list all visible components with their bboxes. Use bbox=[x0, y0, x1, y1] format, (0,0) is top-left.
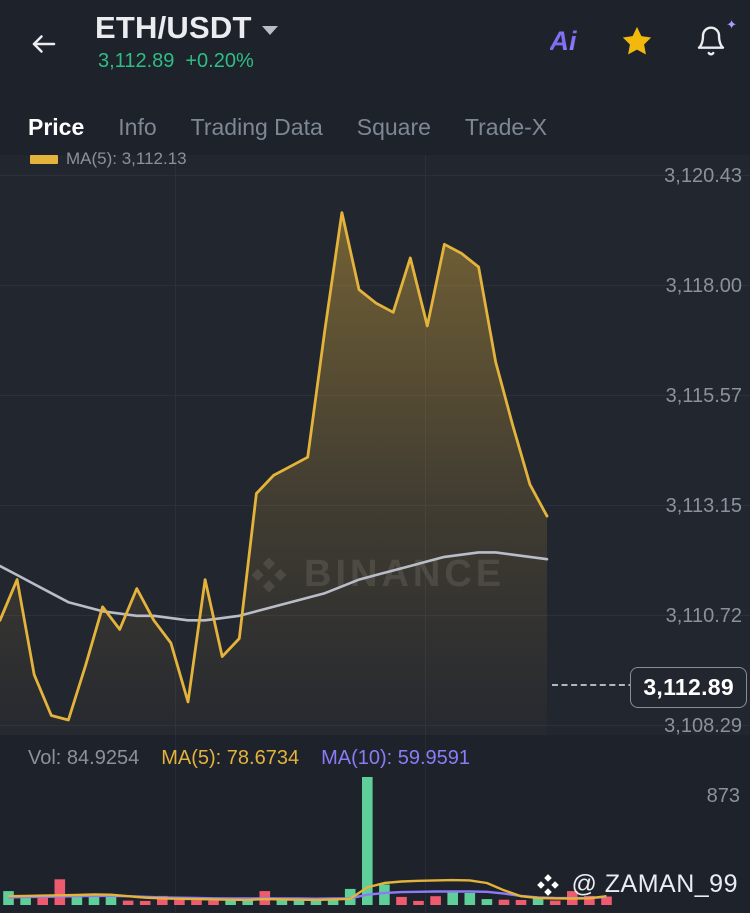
sparkle-icon: ✦ bbox=[726, 17, 737, 32]
volume-bar bbox=[88, 895, 100, 905]
volume-bar bbox=[225, 900, 236, 905]
bell-icon bbox=[697, 26, 725, 56]
volume-bar bbox=[413, 900, 424, 905]
ma-color-swatch bbox=[30, 154, 58, 164]
volume-bar bbox=[71, 894, 83, 905]
volume-bar bbox=[139, 900, 151, 905]
app-header: ETH/USDT 3,112.89 +0.20% Ai ✦ bbox=[0, 0, 750, 100]
ai-button[interactable]: Ai ✦ bbox=[542, 17, 738, 62]
gridline-v bbox=[175, 735, 176, 913]
tab-bar: Price Info Trading Data Square Trade-X bbox=[0, 100, 750, 155]
last-price: 3,112.89 bbox=[98, 50, 175, 72]
credit-handle: @ ZAMAN_99 bbox=[571, 870, 738, 898]
volume-bar bbox=[293, 900, 305, 905]
binance-diamond-icon bbox=[537, 873, 560, 896]
tab-square[interactable]: Square bbox=[356, 114, 431, 140]
back-button[interactable] bbox=[22, 22, 66, 66]
ma-line bbox=[0, 551, 549, 622]
volume-bar bbox=[498, 899, 510, 905]
pair-selector[interactable]: ETH/USDT bbox=[95, 10, 278, 46]
volume-bar bbox=[174, 899, 185, 905]
volume-bar bbox=[584, 895, 595, 905]
volume-bar bbox=[344, 888, 356, 905]
volume-bar bbox=[157, 895, 168, 905]
volume-value: Vol: 84.9254 bbox=[28, 747, 140, 769]
ma-legend-text: MA(5): 3,112.13 bbox=[66, 149, 187, 168]
ma-legend-clipped: MA(5): 3,112.13 bbox=[30, 149, 187, 169]
tab-trade-x[interactable]: Trade-X bbox=[464, 114, 548, 140]
y-axis-label: 3,115.57 bbox=[665, 385, 742, 407]
volume-bar bbox=[481, 899, 493, 905]
volume-bar bbox=[191, 900, 202, 905]
price-line bbox=[0, 211, 549, 722]
ai-icon: Ai bbox=[549, 25, 577, 56]
gridline-v bbox=[425, 735, 426, 913]
y-axis-label: 3,113.15 bbox=[665, 495, 742, 517]
price-series-svg bbox=[0, 211, 549, 735]
notifications-button[interactable] bbox=[690, 20, 732, 62]
volume-bar bbox=[532, 897, 544, 905]
volume-bar bbox=[122, 900, 134, 905]
volume-bar bbox=[379, 884, 390, 905]
gridline-h bbox=[0, 285, 750, 286]
volume-legend: Vol: 84.9254 MA(5): 78.6734 MA(10): 59.9… bbox=[28, 747, 470, 770]
tab-price[interactable]: Price bbox=[28, 114, 85, 140]
volume-bar bbox=[464, 893, 476, 905]
volume-bar bbox=[396, 896, 407, 905]
volume-bar bbox=[447, 891, 458, 905]
chevron-down-icon[interactable] bbox=[261, 26, 278, 35]
volume-bar bbox=[362, 777, 373, 905]
volume-bar bbox=[310, 899, 322, 905]
credit-watermark: @ ZAMAN_99 bbox=[535, 870, 738, 899]
volume-y-axis-label: 873 bbox=[706, 785, 740, 807]
volume-ma5-line bbox=[8, 878, 607, 902]
volume-bar bbox=[276, 900, 288, 905]
volume-bar bbox=[37, 896, 48, 905]
volume-bar bbox=[430, 896, 441, 905]
volume-chart[interactable]: Vol: 84.9254 MA(5): 78.6734 MA(10): 59.9… bbox=[0, 735, 750, 913]
tab-trading-data[interactable]: Trading Data bbox=[190, 114, 323, 140]
volume-bar bbox=[3, 891, 14, 905]
volume-bar bbox=[54, 879, 66, 905]
price-row: 3,112.89 +0.20% bbox=[95, 50, 278, 73]
price-chart[interactable]: MA(5): 3,112.13 BINANCE 3, bbox=[0, 149, 750, 871]
volume-bar bbox=[208, 900, 219, 905]
gridline-v bbox=[175, 155, 176, 735]
page-title: ETH/USDT bbox=[95, 10, 252, 45]
star-icon bbox=[622, 26, 652, 55]
volume-bar bbox=[549, 900, 561, 905]
y-axis-label: 3,120.43 bbox=[664, 165, 742, 187]
price-area bbox=[0, 212, 547, 735]
current-price-badge: 3,112.89 bbox=[630, 667, 747, 708]
volume-bar bbox=[20, 896, 31, 905]
header-actions: Ai ✦ bbox=[542, 17, 738, 62]
volume-bar bbox=[601, 896, 612, 905]
volume-ma5-value: MA(5): 78.6734 bbox=[161, 747, 300, 769]
volume-bar bbox=[327, 898, 339, 905]
volume-bar bbox=[242, 900, 253, 905]
volume-bars bbox=[3, 777, 612, 905]
current-price-dashed-line bbox=[552, 684, 644, 686]
y-axis-label: 3,118.00 bbox=[665, 275, 742, 297]
volume-series-svg bbox=[3, 777, 612, 905]
tab-info[interactable]: Info bbox=[118, 114, 157, 140]
y-axis-label: 3,108.29 bbox=[664, 715, 742, 737]
volume-ma10-value: MA(10): 59.9591 bbox=[321, 747, 471, 769]
gridline-h bbox=[0, 175, 750, 176]
title-block: ETH/USDT 3,112.89 +0.20% bbox=[95, 10, 278, 73]
change-percent: +0.20% bbox=[185, 50, 254, 72]
favorite-button[interactable] bbox=[616, 20, 658, 62]
y-axis-label: 3,110.72 bbox=[665, 605, 742, 627]
arrow-left-icon bbox=[32, 35, 56, 53]
volume-bar bbox=[515, 900, 527, 905]
volume-bar bbox=[105, 895, 117, 905]
